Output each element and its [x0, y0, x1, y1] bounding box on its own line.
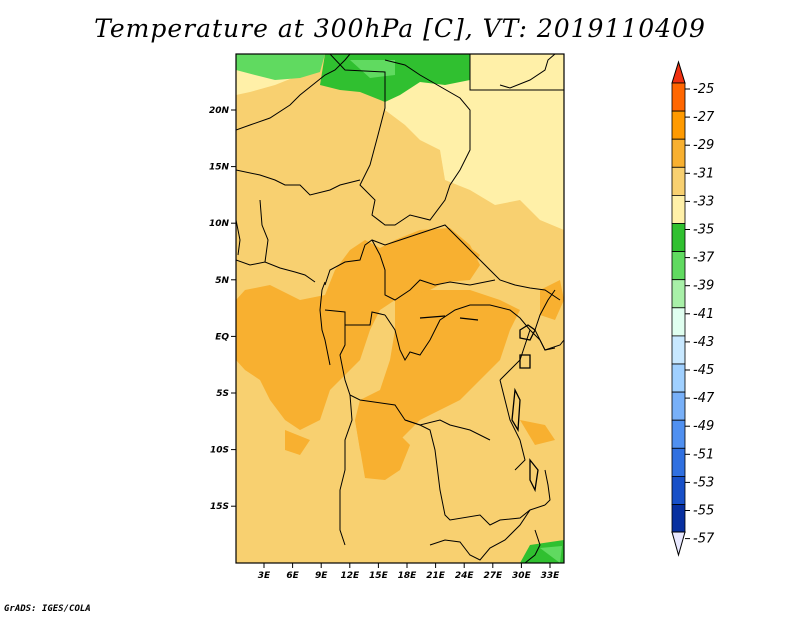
colorbar-swatch: [671, 419, 686, 449]
lon-tick-label: 18E: [398, 571, 418, 581]
colorbar-label: -45: [693, 363, 714, 378]
colorbar-label: -25: [693, 82, 714, 97]
colorbar-label: -35: [693, 223, 714, 238]
latitude-axis: 20N 15N 10N 5N EQ 5S 10S 15S: [209, 106, 236, 512]
colorbar-swatch: [671, 251, 686, 281]
colorbar-label: -41: [693, 307, 714, 322]
lon-tick-label: 27E: [483, 571, 503, 581]
colorbar: -25 -27 -29 -31 -33 -35 -37 -39 -41 -43 -45 -47 -49 -…: [671, 60, 715, 557]
colorbar-swatch: [671, 223, 686, 253]
colorbar-swatch: [671, 138, 686, 168]
lakes: [419, 315, 539, 493]
colorbar-top-arrow: [671, 60, 686, 84]
lon-tick-label: 12E: [340, 571, 360, 581]
colorbar-swatch: [671, 475, 686, 505]
lon-tick-label: 15E: [369, 571, 389, 581]
lon-tick-label: 30E: [512, 571, 532, 581]
lat-tick-label: 15N: [209, 163, 230, 173]
colorbar-label: -39: [693, 279, 714, 294]
colorbar-swatch: [671, 363, 686, 393]
lat-tick-label: 5N: [215, 276, 229, 286]
colorbar-label: -43: [693, 335, 714, 350]
lon-tick-label: 6E: [286, 571, 299, 581]
colorbar-swatch: [671, 335, 686, 365]
colorbar-label: -57: [693, 532, 715, 547]
lon-tick-label: 24E: [455, 571, 475, 581]
colorbar-label: -29: [693, 138, 714, 153]
lat-tick-label: 20N: [209, 106, 230, 116]
colorbar-label: -31: [693, 166, 714, 181]
lat-tick-label: 15S: [210, 502, 229, 512]
map-title: Temperature at 300hPa [C], VT: 201911040…: [94, 14, 706, 43]
longitude-axis: 3E 6E 9E 12E 15E 18E 21E 24E 27E 30E 33E: [258, 563, 560, 581]
colorbar-swatch: [671, 82, 686, 112]
colorbar-swatch: [671, 110, 686, 140]
colorbar-label: -33: [693, 194, 714, 209]
lon-tick-label: 3E: [258, 571, 271, 581]
colorbar-label: -55: [693, 504, 714, 519]
lat-tick-label: 5S: [216, 389, 229, 399]
country-borders: [236, 54, 564, 563]
lat-tick-label: EQ: [215, 332, 229, 342]
colorbar-label: -37: [693, 251, 715, 266]
colorbar-label: -47: [693, 391, 715, 406]
colorbar-swatch: [671, 307, 686, 337]
colorbar-swatch: [671, 166, 686, 196]
colorbar-swatch: [671, 391, 686, 421]
colorbar-swatch: [671, 447, 686, 477]
lon-tick-label: 33E: [541, 571, 561, 581]
colorbar-label: -49: [693, 419, 714, 434]
lat-tick-label: 10S: [210, 446, 229, 456]
colorbar-swatch: [671, 504, 686, 534]
colorbar-swatch: [671, 279, 686, 309]
colorbar-label: -51: [693, 447, 714, 462]
colorbar-label: -27: [693, 110, 715, 125]
lon-tick-label: 9E: [315, 571, 328, 581]
colorbar-label: -53: [693, 475, 714, 490]
temperature-field: [236, 54, 564, 563]
lon-tick-label: 21E: [426, 571, 446, 581]
colorbar-bottom-arrow: [671, 531, 686, 557]
lat-tick-label: 10N: [209, 219, 230, 229]
map-frame: [235, 53, 565, 564]
colorbar-swatch: [671, 194, 686, 224]
grads-credit: GrADS: IGES/COLA: [4, 604, 91, 614]
